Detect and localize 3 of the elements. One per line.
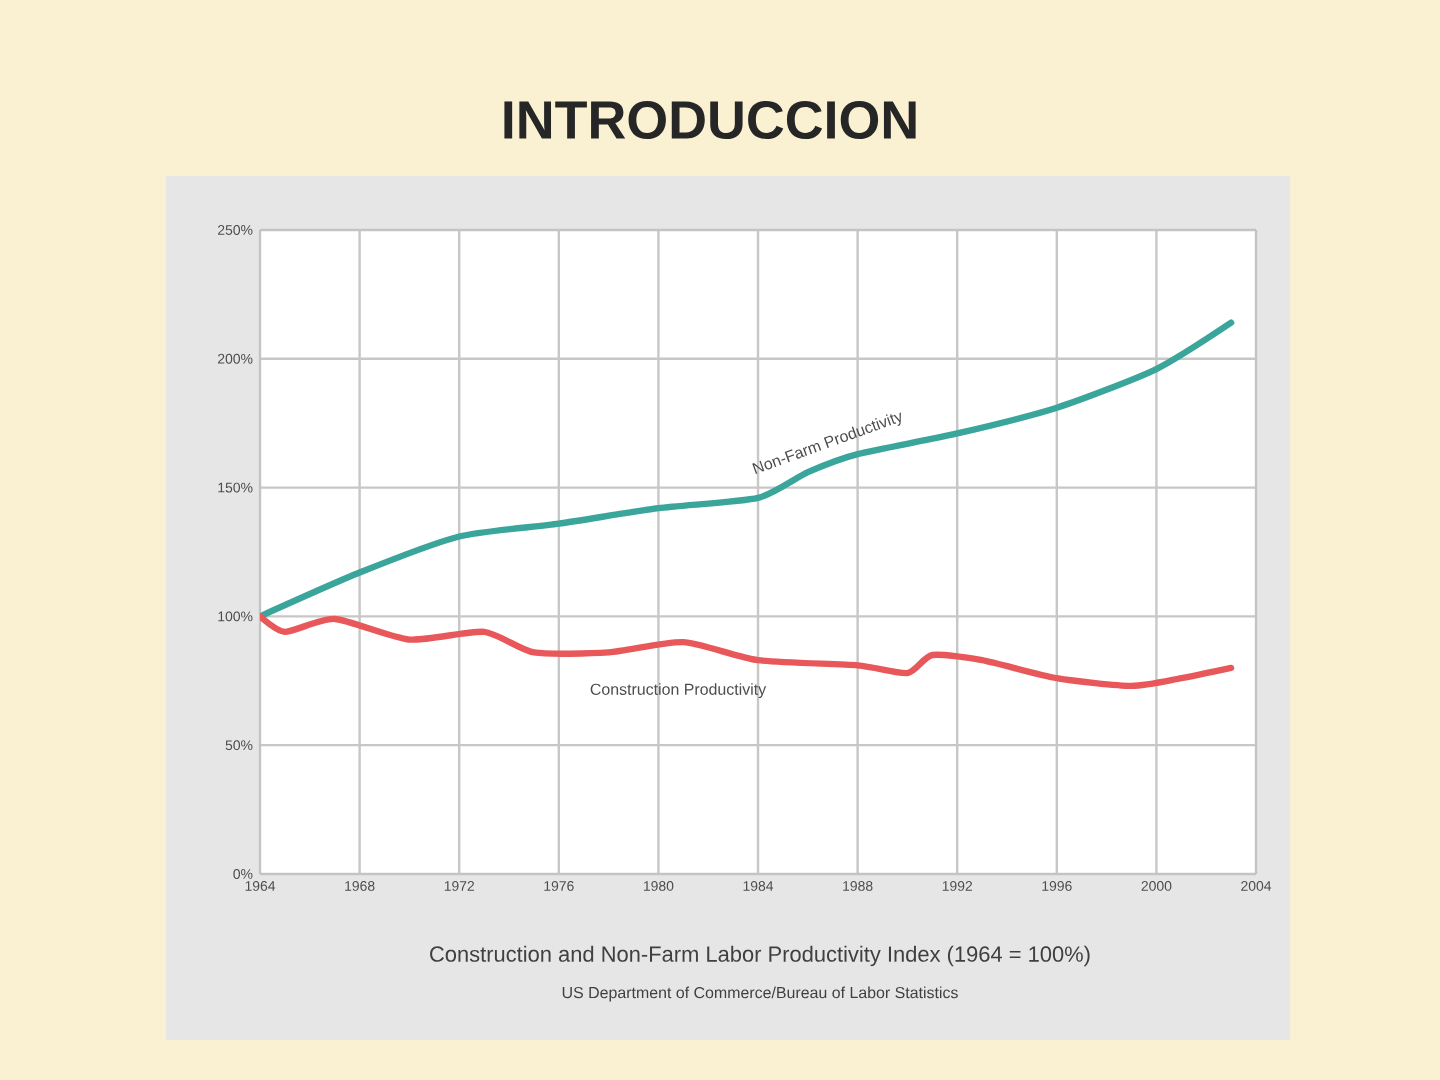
text: Construction and Non-Farm Labor Productivity Index (1964 = 100%) — [430, 945, 1090, 967]
line-series — [260, 319, 1235, 620]
chart-title: INTRODUCCION — [504, 100, 916, 140]
